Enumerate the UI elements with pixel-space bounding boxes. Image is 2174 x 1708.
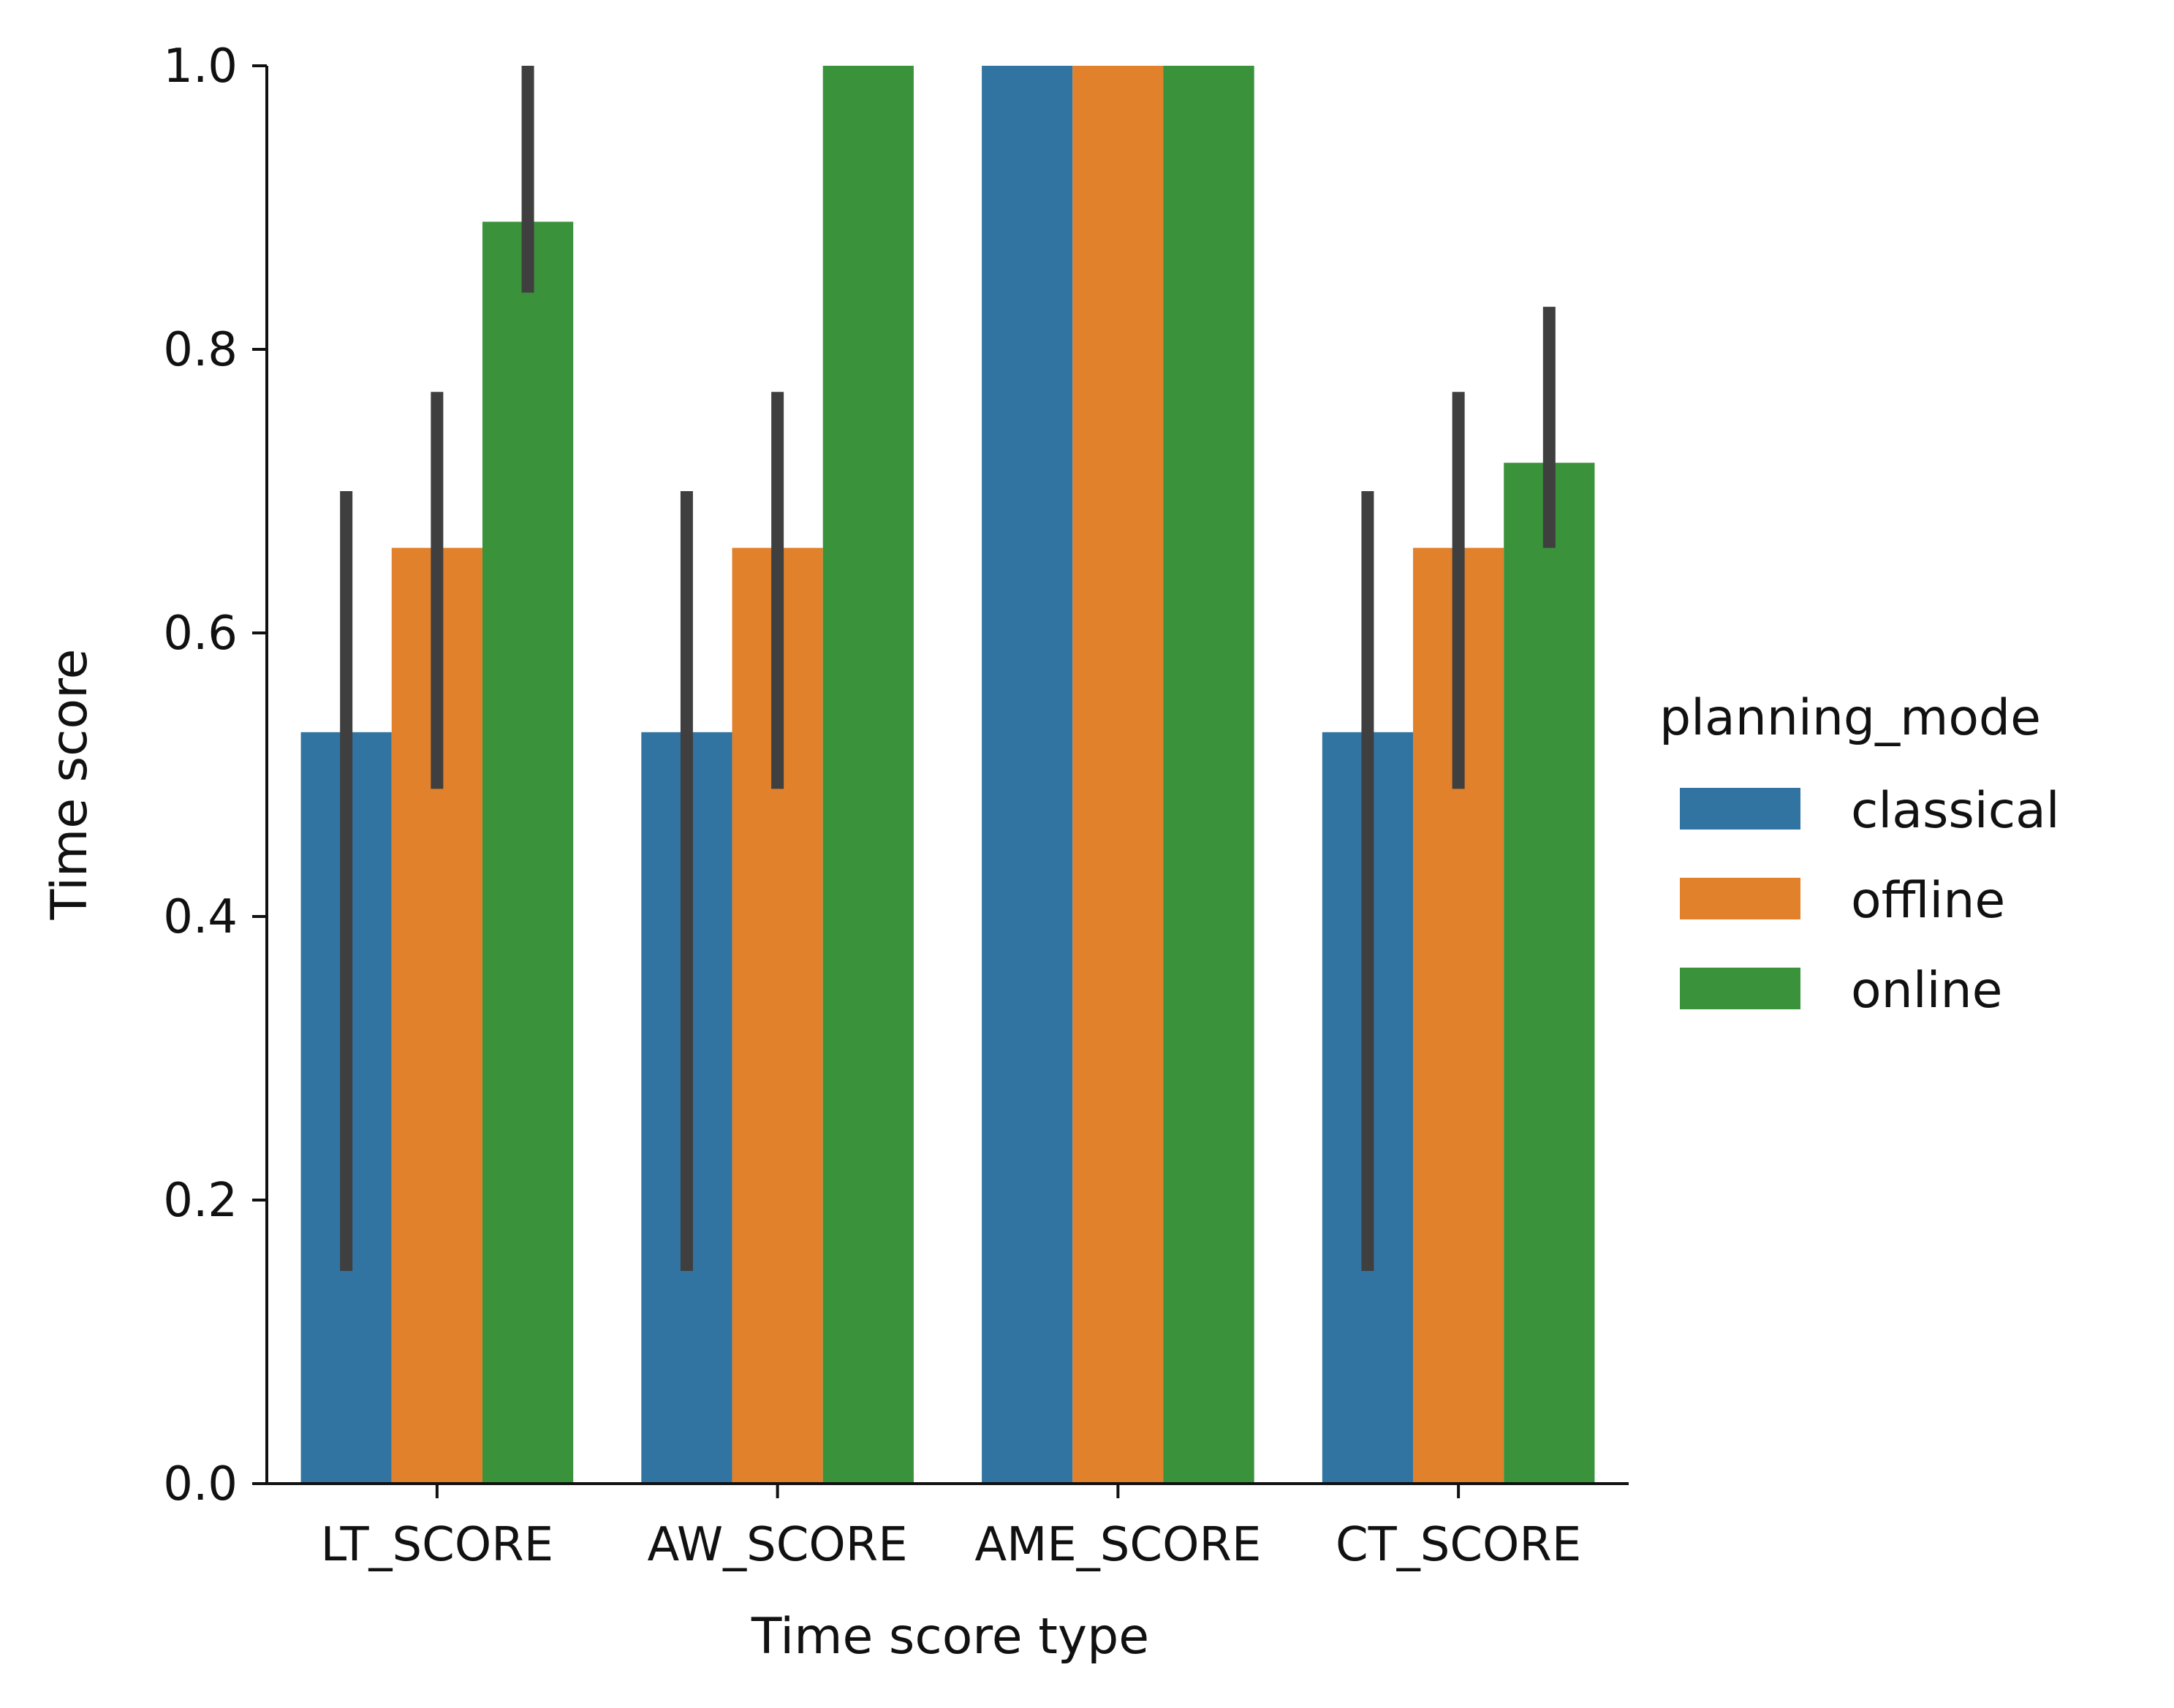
- bar-online-ct_score: [1504, 463, 1595, 1484]
- y-tick-label: 0.6: [163, 607, 238, 661]
- y-tick-label: 0.2: [163, 1174, 238, 1228]
- error-bars-layer: [340, 66, 1556, 1271]
- legend-label-offline: offline: [1851, 872, 2005, 930]
- legend: planning_mode classical offline online: [1659, 689, 2060, 1020]
- bar-online-lt_score: [482, 221, 574, 1484]
- bar-offline-ame_score: [1072, 66, 1164, 1484]
- x-tick-label: AW_SCORE: [648, 1518, 908, 1572]
- y-tick-label: 1.0: [163, 39, 238, 94]
- legend-swatch-online: [1680, 968, 1800, 1009]
- y-tick-label: 0.4: [163, 890, 238, 944]
- y-tick-label: 0.0: [163, 1457, 238, 1511]
- x-tick-label: CT_SCORE: [1336, 1518, 1581, 1572]
- legend-label-classical: classical: [1851, 782, 2060, 840]
- bar-classical-ame_score: [982, 66, 1073, 1484]
- y-axis-title: Time score: [41, 649, 99, 921]
- axes-layer: LT_SCORE AW_SCORE AME_SCORE CT_SCORE 0.0 0.2 0…: [163, 39, 1629, 1572]
- legend-swatch-classical: [1680, 788, 1800, 830]
- bars-layer: [300, 66, 1595, 1484]
- x-axis-title: Time score type: [751, 1608, 1149, 1666]
- x-tick-label: LT_SCORE: [321, 1518, 554, 1572]
- legend-swatch-offline: [1680, 878, 1800, 919]
- x-tick-label: AME_SCORE: [974, 1518, 1261, 1572]
- bar-online-ame_score: [1163, 66, 1254, 1484]
- legend-label-online: online: [1851, 962, 2002, 1020]
- y-tick-label: 0.8: [163, 323, 238, 377]
- legend-title: planning_mode: [1659, 689, 2041, 747]
- bar-online-aw_score: [822, 66, 914, 1484]
